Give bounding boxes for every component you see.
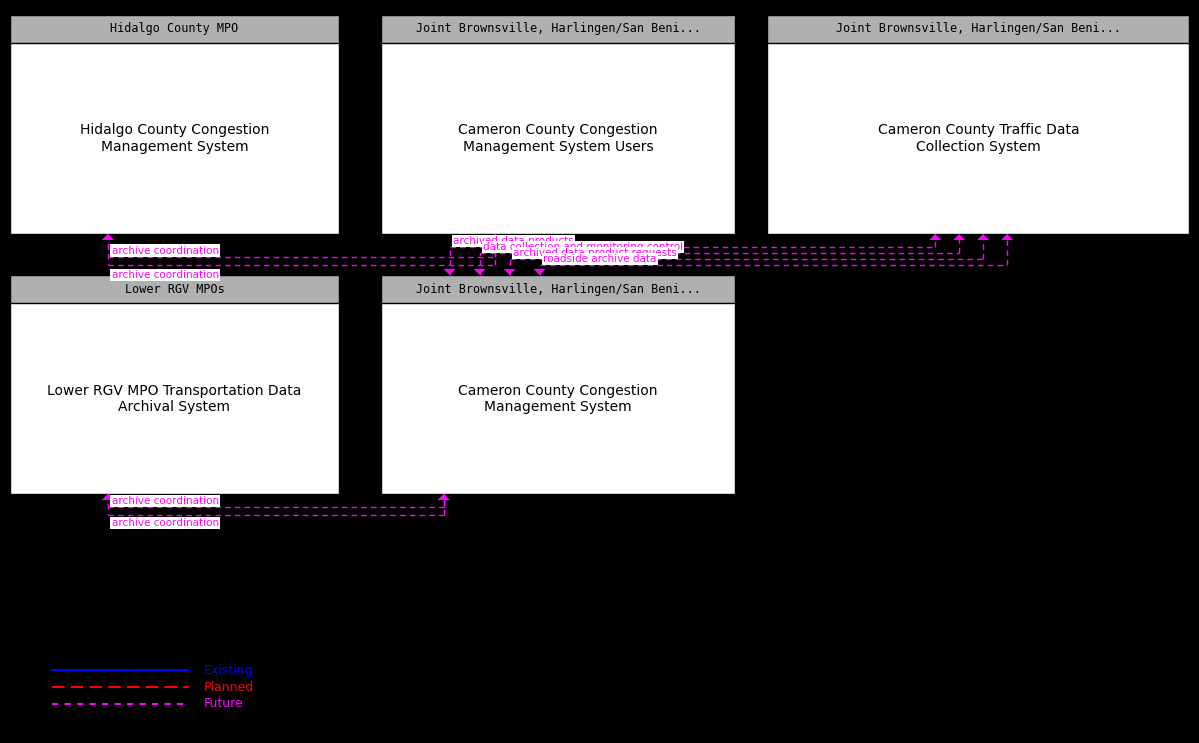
Polygon shape [489,234,501,240]
Text: Cameron County Congestion
Management System Users: Cameron County Congestion Management Sys… [458,123,658,154]
Polygon shape [1001,234,1013,240]
Bar [381,15,735,43]
Text: archived data products: archived data products [453,236,574,246]
Text: Planned: Planned [204,681,254,694]
Text: archive coordination: archive coordination [112,496,218,506]
Bar [381,275,735,303]
Text: Cameron County Congestion
Management System: Cameron County Congestion Management Sys… [458,383,658,414]
Polygon shape [102,234,114,240]
Bar [381,275,735,494]
Text: Hidalgo County MPO: Hidalgo County MPO [110,22,239,36]
Text: data collection and monitoring control: data collection and monitoring control [483,242,683,252]
Text: Lower RGV MPOs: Lower RGV MPOs [125,282,224,296]
Polygon shape [977,234,989,240]
Bar [767,15,1189,234]
Bar [381,15,735,234]
Text: archived data product requests: archived data product requests [513,248,677,258]
Text: Future: Future [204,697,243,710]
Polygon shape [102,494,114,500]
Bar [10,275,339,303]
Text: Joint Brownsville, Harlingen/San Beni...: Joint Brownsville, Harlingen/San Beni... [836,22,1121,36]
Text: Lower RGV MPO Transportation Data
Archival System: Lower RGV MPO Transportation Data Archiv… [47,383,302,414]
Text: archive coordination: archive coordination [112,246,218,256]
Text: roadside archive data: roadside archive data [543,254,657,264]
Polygon shape [534,269,546,275]
Polygon shape [489,234,501,240]
Polygon shape [474,269,486,275]
Polygon shape [438,494,450,500]
Text: Existing: Existing [204,663,253,677]
Polygon shape [438,494,450,500]
Bar [10,15,339,234]
Polygon shape [102,234,114,240]
Polygon shape [444,269,456,275]
Text: Joint Brownsville, Harlingen/San Beni...: Joint Brownsville, Harlingen/San Beni... [416,282,700,296]
Polygon shape [102,494,114,500]
Polygon shape [929,234,941,240]
Bar [767,15,1189,43]
Text: Hidalgo County Congestion
Management System: Hidalgo County Congestion Management Sys… [80,123,269,154]
Polygon shape [953,234,965,240]
Text: archive coordination: archive coordination [112,270,218,280]
Bar [10,275,339,494]
Text: Joint Brownsville, Harlingen/San Beni...: Joint Brownsville, Harlingen/San Beni... [416,22,700,36]
Bar [10,15,339,43]
Text: Cameron County Traffic Data
Collection System: Cameron County Traffic Data Collection S… [878,123,1079,154]
Text: archive coordination: archive coordination [112,519,218,528]
Polygon shape [504,269,516,275]
